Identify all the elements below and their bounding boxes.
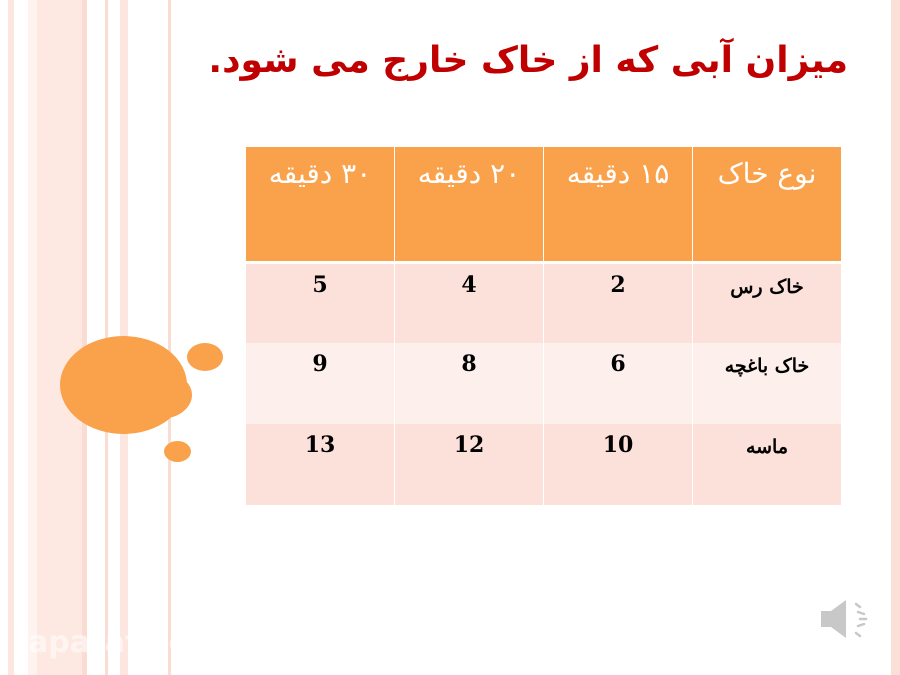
cell-value: 6 — [543, 343, 693, 424]
cell-value: 13 — [245, 424, 395, 505]
background-stripe — [82, 0, 87, 675]
soil-name: خاک باغچه — [692, 343, 842, 424]
background-stripe — [168, 0, 171, 675]
table-row: خاک باغچه 6 8 9 — [245, 343, 842, 424]
speaker-icon[interactable] — [818, 598, 878, 642]
soil-name: خاک رس — [692, 262, 842, 343]
table-row: خاک رس 2 4 5 — [245, 262, 842, 343]
cell-value: 9 — [245, 343, 395, 424]
slide-title: میزان آبی که از خاک خارج می شود. — [208, 40, 848, 81]
cell-value: 5 — [245, 262, 395, 343]
cell-value: 12 — [394, 424, 544, 505]
decorative-circle — [108, 419, 121, 430]
table-row: ماسه 10 12 13 — [245, 424, 842, 505]
background-stripe — [8, 0, 14, 675]
header-soil-type: نوع خاک — [692, 147, 842, 264]
table-header-row: نوع خاک ۱۵ دقیقه ۲۰ دقیقه ۳۰ دقیقه — [245, 147, 842, 264]
decorative-circle — [187, 343, 223, 371]
background-stripe — [891, 0, 900, 675]
cell-value: 8 — [394, 343, 544, 424]
background-stripe — [37, 0, 83, 675]
decorative-circle — [164, 441, 191, 462]
decorative-circle — [128, 371, 192, 419]
header-30-min: ۳۰ دقیقه — [245, 147, 395, 264]
header-15-min: ۱۵ دقیقه — [543, 147, 693, 264]
soil-water-table: نوع خاک ۱۵ دقیقه ۲۰ دقیقه ۳۰ دقیقه خاک ر… — [245, 147, 842, 505]
cell-value: 2 — [543, 262, 693, 343]
soil-name: ماسه — [692, 424, 842, 505]
watermark: aparat.com — [28, 625, 221, 660]
cell-value: 10 — [543, 424, 693, 505]
cell-value: 4 — [394, 262, 544, 343]
header-20-min: ۲۰ دقیقه — [394, 147, 544, 264]
